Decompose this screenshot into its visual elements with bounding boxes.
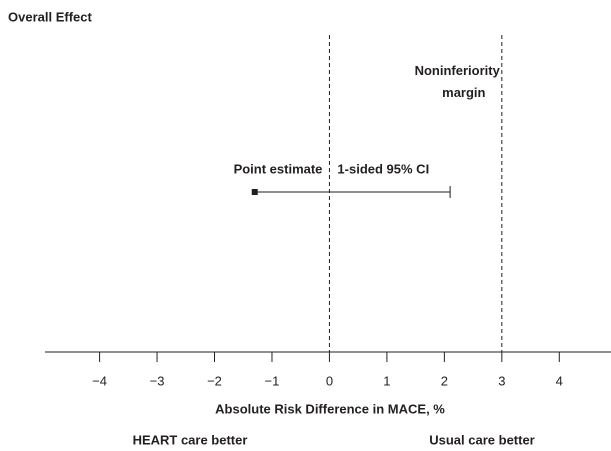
x-tick-label: −4: [92, 373, 107, 388]
ci-label: 1-sided 95% CI: [337, 161, 429, 176]
left-note: HEART care better: [133, 432, 248, 447]
margin-label-line: Noninferiority: [415, 63, 501, 78]
x-tick-label: −2: [207, 373, 222, 388]
point-estimate: [251, 189, 258, 195]
x-tick-label: 1: [383, 373, 390, 388]
x-tick-label: 2: [441, 373, 448, 388]
right-note: Usual care better: [429, 432, 535, 447]
x-tick-label: 3: [498, 373, 505, 388]
x-tick-label: 0: [326, 373, 333, 388]
x-tick-label: −3: [150, 373, 165, 388]
point-label: Point estimate: [234, 161, 323, 176]
margin-label-line: margin: [442, 85, 485, 100]
margin-label: Noninferiority margin: [415, 63, 501, 100]
x-axis-label: Absolute Risk Difference in MACE, %: [215, 401, 445, 416]
x-tick-label: −1: [265, 373, 280, 388]
x-tick-label: 4: [556, 373, 563, 388]
chart-title: Overall Effect: [8, 9, 92, 24]
